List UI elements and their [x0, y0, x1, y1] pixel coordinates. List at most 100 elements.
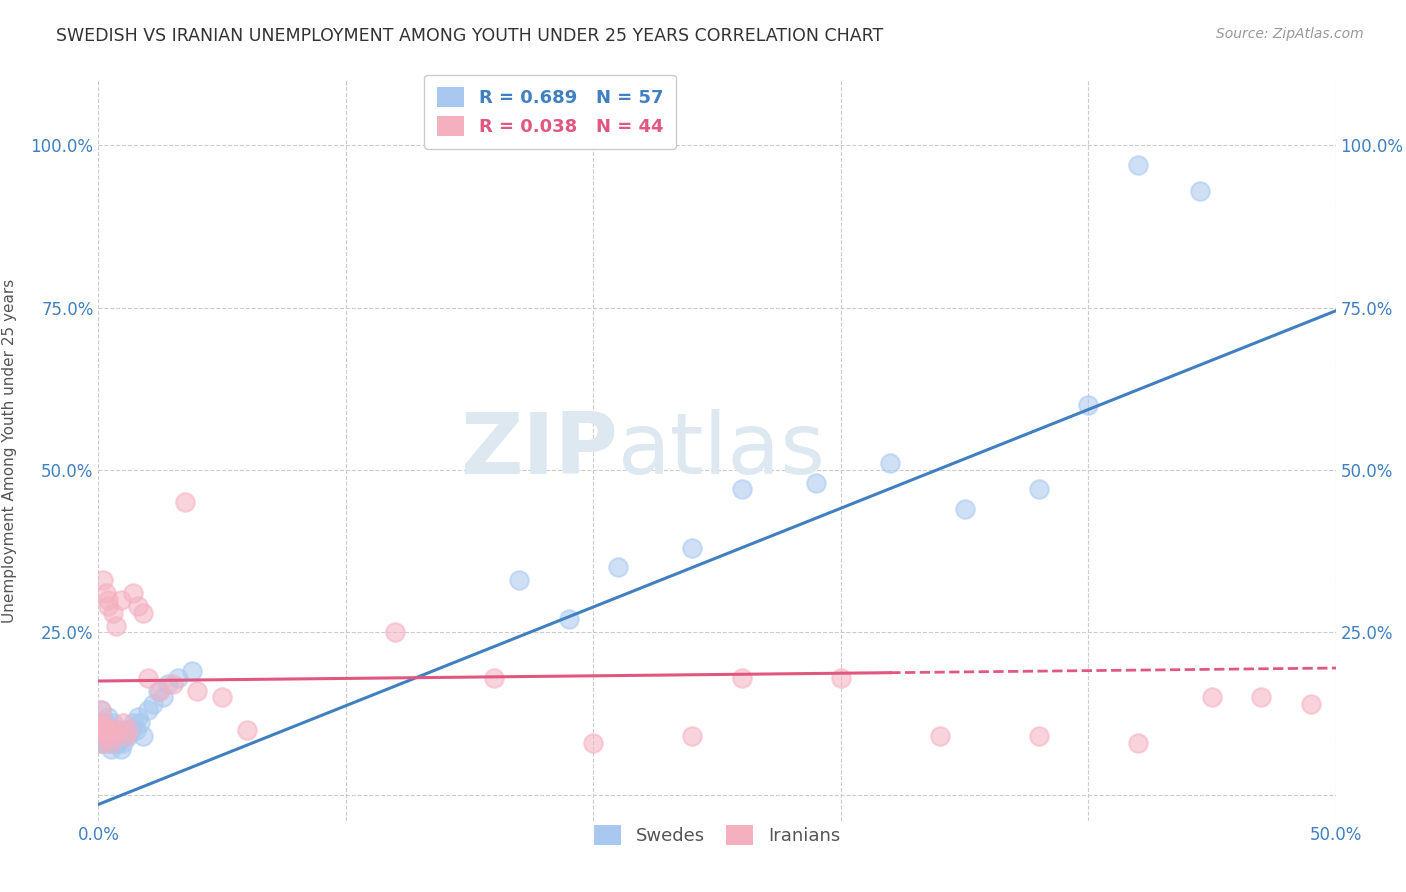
Swedes — [107, 723, 129, 737]
Iranians — [103, 729, 125, 743]
Swedes — [100, 736, 122, 750]
Iranians — [94, 723, 117, 737]
Iranians — [132, 606, 155, 620]
Swedes — [100, 729, 122, 743]
Iranians — [104, 619, 127, 633]
Iranians — [928, 729, 950, 743]
Swedes — [90, 729, 112, 743]
Iranians — [93, 574, 115, 588]
Iranians — [90, 703, 112, 717]
Swedes — [1188, 184, 1211, 198]
Text: SWEDISH VS IRANIAN UNEMPLOYMENT AMONG YOUTH UNDER 25 YEARS CORRELATION CHART: SWEDISH VS IRANIAN UNEMPLOYMENT AMONG YO… — [56, 27, 883, 45]
Iranians — [149, 683, 172, 698]
Text: ZIP: ZIP — [460, 409, 619, 492]
Iranians — [97, 599, 120, 614]
Iranians — [384, 625, 406, 640]
Swedes — [152, 690, 174, 705]
Swedes — [90, 736, 112, 750]
Swedes — [90, 716, 112, 731]
Swedes — [94, 729, 117, 743]
Iranians — [1299, 697, 1322, 711]
Iranians — [211, 690, 233, 705]
Swedes — [136, 703, 159, 717]
Swedes — [97, 729, 120, 743]
Swedes — [112, 736, 135, 750]
Swedes — [166, 671, 188, 685]
Swedes — [93, 723, 115, 737]
Swedes — [107, 736, 129, 750]
Iranians — [112, 716, 135, 731]
Swedes — [97, 710, 120, 724]
Swedes — [117, 729, 139, 743]
Iranians — [236, 723, 259, 737]
Swedes — [103, 716, 125, 731]
Iranians — [93, 716, 115, 731]
Swedes — [804, 475, 827, 490]
Swedes — [508, 574, 530, 588]
Swedes — [104, 736, 127, 750]
Iranians — [1250, 690, 1272, 705]
Iranians — [110, 592, 132, 607]
Swedes — [607, 560, 630, 574]
Text: atlas: atlas — [619, 409, 827, 492]
Iranians — [94, 586, 117, 600]
Iranians — [117, 723, 139, 737]
Iranians — [107, 723, 129, 737]
Iranians — [136, 671, 159, 685]
Swedes — [1077, 398, 1099, 412]
Swedes — [129, 716, 152, 731]
Swedes — [120, 723, 142, 737]
Iranians — [90, 723, 112, 737]
Swedes — [94, 723, 117, 737]
Swedes — [93, 736, 115, 750]
Swedes — [132, 729, 155, 743]
Text: Source: ZipAtlas.com: Source: ZipAtlas.com — [1216, 27, 1364, 41]
Swedes — [100, 742, 122, 756]
Iranians — [90, 716, 112, 731]
Swedes — [731, 483, 754, 497]
Iranians — [1201, 690, 1223, 705]
Y-axis label: Unemployment Among Youth under 25 years: Unemployment Among Youth under 25 years — [1, 278, 17, 623]
Legend: Swedes, Iranians: Swedes, Iranians — [586, 818, 848, 853]
Swedes — [1028, 483, 1050, 497]
Iranians — [94, 729, 117, 743]
Swedes — [97, 723, 120, 737]
Iranians — [186, 683, 208, 698]
Iranians — [103, 606, 125, 620]
Iranians — [731, 671, 754, 685]
Swedes — [103, 729, 125, 743]
Iranians — [1028, 729, 1050, 743]
Iranians — [484, 671, 506, 685]
Swedes — [124, 723, 146, 737]
Iranians — [100, 736, 122, 750]
Swedes — [94, 736, 117, 750]
Iranians — [681, 729, 703, 743]
Swedes — [104, 729, 127, 743]
Swedes — [879, 457, 901, 471]
Swedes — [110, 742, 132, 756]
Iranians — [1126, 736, 1149, 750]
Swedes — [114, 723, 136, 737]
Swedes — [90, 703, 112, 717]
Swedes — [110, 729, 132, 743]
Swedes — [93, 729, 115, 743]
Iranians — [93, 723, 115, 737]
Swedes — [181, 665, 204, 679]
Swedes — [681, 541, 703, 555]
Iranians — [122, 586, 145, 600]
Iranians — [114, 729, 136, 743]
Swedes — [557, 612, 579, 626]
Iranians — [830, 671, 852, 685]
Iranians — [97, 592, 120, 607]
Swedes — [953, 502, 976, 516]
Swedes — [100, 723, 122, 737]
Iranians — [174, 495, 197, 509]
Swedes — [122, 716, 145, 731]
Iranians — [162, 677, 184, 691]
Iranians — [582, 736, 605, 750]
Swedes — [156, 677, 179, 691]
Iranians — [90, 736, 112, 750]
Swedes — [127, 710, 149, 724]
Swedes — [93, 716, 115, 731]
Iranians — [127, 599, 149, 614]
